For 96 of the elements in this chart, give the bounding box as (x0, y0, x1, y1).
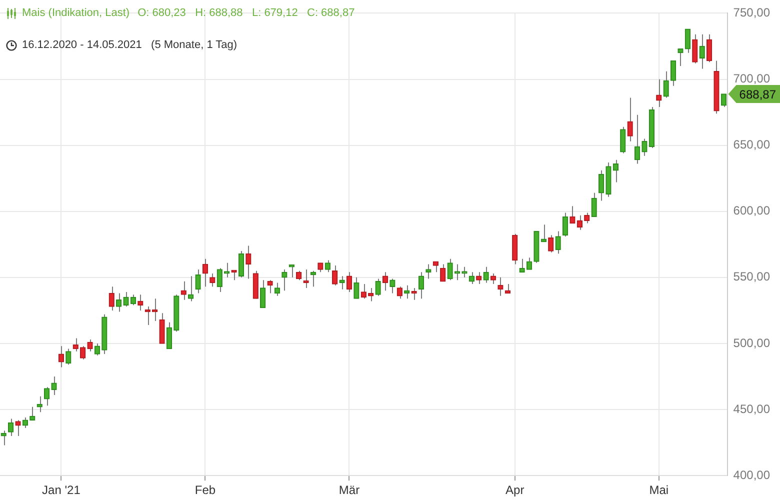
candlestick (66, 348, 72, 366)
candlestick (562, 212, 568, 237)
candlestick (634, 114, 640, 164)
candlestick (684, 28, 691, 54)
candlestick (462, 266, 468, 278)
candlestick (80, 346, 86, 360)
candlestick (447, 258, 453, 281)
candlestick (670, 60, 676, 86)
candlestick (224, 262, 230, 278)
y-tick-label: 400,00 (733, 468, 770, 482)
candlestick (332, 265, 338, 286)
candlestick (354, 276, 360, 300)
candlestick (360, 284, 366, 300)
text: 16.12.2020 - 14.05.2021 (5 Monate, 1 Tag) (22, 38, 238, 53)
y-tick-label: 450,00 (733, 402, 770, 416)
candlestick (483, 266, 489, 284)
candlestick (15, 420, 21, 436)
candlestick (692, 34, 698, 64)
candlestick (706, 34, 712, 63)
candlestick (598, 170, 604, 202)
candlestick (87, 339, 93, 352)
candlestick (490, 272, 496, 285)
annotation: O: 680,23 H: 688,88 L: 679,12 C: 688,87 (138, 6, 355, 21)
candlestick (570, 206, 576, 224)
candlestick (584, 212, 590, 224)
candlestick (44, 386, 50, 406)
candlestick (548, 234, 554, 253)
candlestick (238, 250, 244, 278)
candlestick (0, 430, 6, 446)
candlestick (396, 286, 402, 300)
candlestick (252, 270, 258, 300)
candlestick (454, 264, 460, 281)
text: 688,87 (739, 87, 776, 102)
candlestick (382, 272, 388, 292)
candlestick (274, 282, 280, 296)
candlestick (432, 261, 438, 273)
candlestick (678, 48, 684, 67)
candlestick (339, 276, 345, 290)
candlestick (519, 258, 525, 273)
candlestick (58, 346, 64, 368)
y-tick-label: 650,00 (733, 138, 770, 152)
y-tick-label: 500,00 (733, 336, 770, 350)
candlestick (8, 418, 14, 436)
y-tick-label: 700,00 (733, 72, 770, 86)
candlestick (260, 280, 266, 308)
candlestick (426, 264, 432, 280)
candlestick (296, 270, 302, 281)
candlestick (202, 258, 208, 288)
candlestick (620, 126, 626, 154)
candlestick (108, 286, 114, 311)
candlestick (180, 280, 186, 300)
candlestick (555, 230, 561, 254)
candlestick (216, 268, 222, 292)
candlestick (368, 288, 374, 302)
candlestick (476, 272, 482, 285)
candlestick (663, 70, 669, 98)
candlestick (440, 264, 446, 282)
candlestick (138, 294, 144, 311)
candlestick (72, 338, 78, 352)
candlestick (375, 278, 381, 296)
candlestick (699, 34, 705, 70)
candlestick (612, 159, 619, 183)
candlestick (116, 292, 122, 312)
y-tick-label: 550,00 (733, 270, 770, 284)
candlestick (720, 93, 727, 108)
candlestick (267, 280, 273, 294)
candlestick (123, 291, 129, 307)
candlestick (94, 342, 100, 356)
x-tick-label: Apr (506, 483, 524, 498)
candlestick (498, 276, 504, 296)
candlestick (159, 312, 165, 344)
candlestick (188, 276, 194, 302)
candlestick (130, 294, 136, 306)
candlestick (627, 97, 633, 142)
candlestick (51, 376, 57, 396)
y-tick-label: 600,00 (733, 204, 770, 218)
candlestick (246, 245, 252, 280)
candlestick (195, 269, 201, 294)
candlestick (390, 278, 396, 294)
candlestick (346, 272, 352, 292)
candlestick (166, 322, 172, 350)
candlestick (576, 214, 583, 230)
candlestick (512, 233, 518, 265)
candlestick (324, 260, 330, 273)
chart-title: Mais (Indikation, Last) (22, 6, 130, 21)
candlestick (210, 272, 216, 288)
x-tick-label: Mai (649, 483, 669, 498)
candlestick (591, 192, 597, 218)
y-tick-label: 750,00 (733, 6, 770, 20)
candlestick (418, 272, 424, 300)
x-tick-label: Jan '21 (42, 483, 81, 498)
candlestick (282, 269, 288, 292)
x-tick-label: Mär (338, 483, 360, 498)
x-tick-label: Feb (194, 483, 216, 498)
candlestick (30, 406, 36, 421)
candlestick (642, 138, 648, 156)
